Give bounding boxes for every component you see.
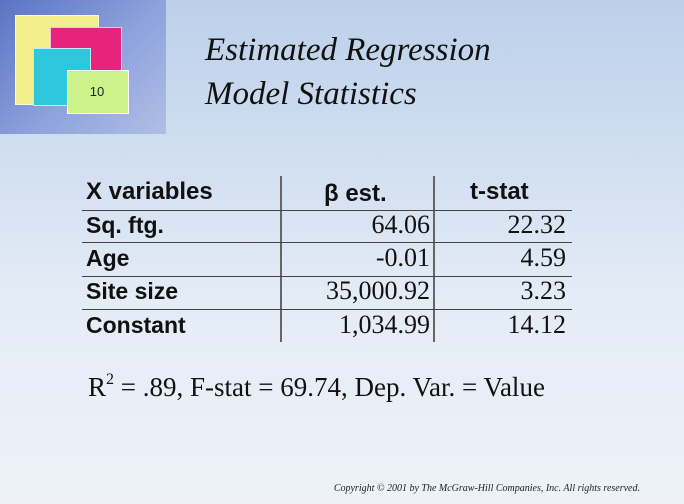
table-vrule-1: [280, 176, 282, 342]
table-row-1-variable: Sq. ftg.: [86, 212, 164, 238]
model-stats-r-superscript: 2: [106, 371, 115, 388]
table-header-variables: X variables: [86, 178, 213, 205]
table-row-2-tstat: 4.59: [520, 243, 567, 272]
regression-table: X variables β est. t-stat Sq. ftg. 64.06…: [82, 176, 572, 342]
table-header-beta: β est.: [324, 180, 387, 207]
table-header-tstat: t-stat: [470, 178, 529, 205]
slide-title: Estimated Regression Model Statistics: [205, 28, 645, 116]
table-vrule-2: [433, 176, 435, 342]
slide-logo: 10: [0, 0, 166, 134]
table-row-3-variable: Site size: [86, 278, 179, 304]
table-hrule-2: [82, 276, 572, 277]
table-row-1-tstat: 22.32: [507, 210, 567, 239]
table-row-1-beta: 64.06: [371, 210, 431, 239]
model-stats-text: = .89, F-stat = 69.74, Dep. Var. = Value: [114, 372, 545, 402]
logo-square-lime: [67, 70, 129, 114]
table-hrule-3: [82, 309, 572, 310]
slide-number: 10: [89, 83, 105, 99]
copyright-notice: Copyright © 2001 by The McGraw-Hill Comp…: [333, 483, 640, 494]
table-hrule-header: [82, 210, 572, 211]
table-row-4-beta: 1,034.99: [339, 310, 430, 339]
table-row-4-variable: Constant: [86, 312, 186, 338]
model-stats-r: R: [88, 372, 107, 402]
table-row-3-tstat: 3.23: [520, 276, 567, 305]
table-row-2-variable: Age: [86, 245, 130, 271]
table-hrule-1: [82, 242, 572, 243]
table-row-4-tstat: 14.12: [507, 310, 567, 339]
slide-title-line2: Model Statistics: [205, 76, 417, 112]
table-row-3-beta: 35,000.92: [326, 276, 430, 305]
slide-title-line1: Estimated Regression: [205, 32, 491, 68]
model-stats: R2 = .89, F-stat = 69.74, Dep. Var. = Va…: [88, 371, 545, 403]
table-row-2-beta: -0.01: [375, 243, 430, 272]
